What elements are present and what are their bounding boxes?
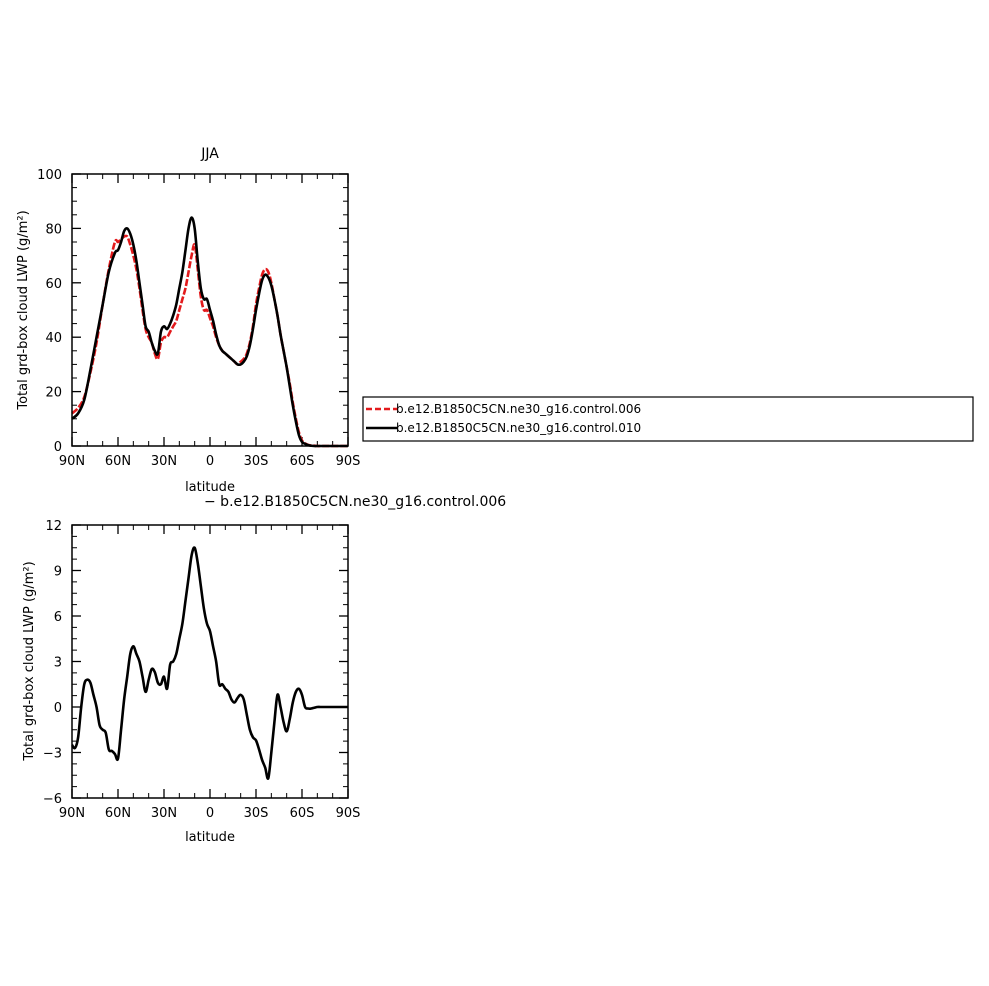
bottom-ytick-label: 3 (54, 656, 62, 671)
top-xtick-label: 30N (151, 454, 177, 469)
top-panel-series (71, 216, 348, 448)
legend-label-010: b.e12.B1850C5CN.ne30_g16.control.010 (396, 421, 641, 435)
top-ytick-label: 20 (45, 386, 62, 401)
bottom-xtick-label: 90N (59, 806, 85, 821)
bottom-panel-ticks: 90N 60N 30N 0 30S 60S 90S −6 −3 0 3 6 9 12 (43, 519, 361, 821)
legend-box (362, 396, 974, 442)
bottom-xtick-label: 0 (206, 806, 214, 821)
top-series-line-0 (71, 234, 348, 448)
bottom-panel: − b.e12.B1850C5CN.ne30_g16.control.006 9… (22, 494, 506, 845)
bottom-xtick-label: 30S (244, 806, 269, 821)
legend-label-006: b.e12.B1850C5CN.ne30_g16.control.006 (396, 402, 641, 416)
top-xtick-label: 60S (290, 454, 315, 469)
bottom-xtick-label: 60N (105, 806, 131, 821)
legend: b.e12.B1850C5CN.ne30_g16.control.006 b.e… (362, 396, 974, 442)
top-series-line-1 (71, 216, 348, 448)
bottom-ytick-label: 6 (54, 610, 62, 625)
top-ytick-label: 60 (45, 277, 62, 292)
bottom-ytick-label: 0 (54, 701, 62, 716)
bottom-xtick-label: 60S (290, 806, 315, 821)
top-panel-frame (71, 173, 349, 447)
bottom-panel-title: − b.e12.B1850C5CN.ne30_g16.control.006 (204, 494, 506, 510)
top-ytick-label: 40 (45, 331, 62, 346)
top-panel-ticks: 90N 60N 30N 0 30S 60S 90S 0 20 40 60 80 100 (37, 168, 360, 469)
top-ytick-label: 100 (37, 168, 62, 183)
top-xtick-label: 0 (206, 454, 214, 469)
bottom-panel-frame (71, 524, 349, 799)
bottom-ytick-label: 9 (54, 565, 62, 580)
top-panel-title: JJA (200, 146, 219, 162)
top-panel-ylabel: Total grd-box cloud LWP (g/m²) (16, 210, 31, 410)
top-ytick-label: 0 (54, 440, 62, 455)
top-xtick-label: 60N (105, 454, 131, 469)
bottom-ytick-label: −3 (43, 747, 62, 762)
bottom-ytick-label: 12 (45, 519, 62, 534)
bottom-xtick-label: 90S (336, 806, 361, 821)
bottom-panel-series (70, 546, 348, 780)
bottom-xtick-label: 30N (151, 806, 177, 821)
top-ytick-label: 80 (45, 222, 62, 237)
top-xtick-label: 90N (59, 454, 85, 469)
bottom-panel-xlabel: latitude (185, 830, 235, 845)
top-xtick-label: 30S (244, 454, 269, 469)
bottom-ytick-label: −6 (43, 792, 62, 807)
bottom-series-line-0 (70, 546, 348, 780)
bottom-panel-ylabel: Total grd-box cloud LWP (g/m²) (22, 561, 37, 761)
top-xtick-label: 90S (336, 454, 361, 469)
top-panel-xlabel: latitude (185, 480, 235, 495)
top-panel: JJA 90N 60N 30N 0 30S 60S 90S 0 20 40 60 80 100 lati… (16, 146, 360, 495)
